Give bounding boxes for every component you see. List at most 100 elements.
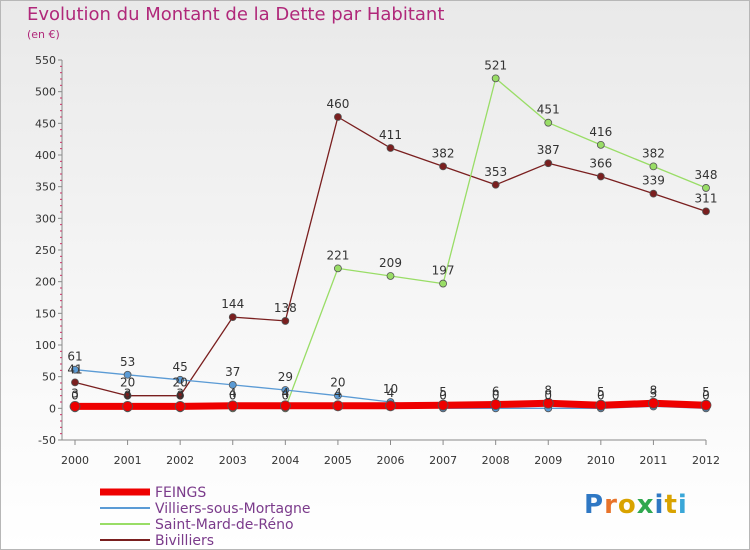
data-label: 221 bbox=[326, 248, 349, 262]
data-label: 382 bbox=[642, 146, 665, 160]
x-tick-label: 2000 bbox=[61, 454, 89, 467]
data-label: 348 bbox=[695, 168, 718, 182]
x-tick-label: 2005 bbox=[324, 454, 352, 467]
data-label: 138 bbox=[274, 301, 297, 315]
data-point bbox=[439, 162, 447, 171]
data-label: 144 bbox=[221, 297, 244, 311]
y-tick-label: 100 bbox=[35, 339, 56, 352]
data-label: 0 bbox=[702, 388, 710, 402]
data-label: 41 bbox=[67, 362, 82, 376]
data-label: 451 bbox=[537, 103, 560, 117]
data-point bbox=[228, 380, 237, 389]
data-point bbox=[281, 317, 290, 325]
data-point bbox=[385, 400, 396, 412]
logo-letter: t bbox=[664, 490, 678, 520]
data-point bbox=[491, 74, 500, 83]
data-point bbox=[542, 397, 554, 409]
y-tick-label: 200 bbox=[35, 276, 56, 289]
data-label: 521 bbox=[484, 58, 507, 72]
y-tick-label: 450 bbox=[35, 117, 56, 130]
legend-label: FEINGS bbox=[155, 485, 206, 501]
data-label: 0 bbox=[229, 388, 237, 402]
data-label: 0 bbox=[597, 388, 605, 402]
data-label: 460 bbox=[326, 97, 349, 111]
data-label: 353 bbox=[484, 165, 507, 179]
y-tick-label: 350 bbox=[35, 181, 56, 194]
data-label: 6 bbox=[492, 385, 500, 399]
data-label: 5 bbox=[597, 385, 605, 399]
data-point bbox=[700, 399, 712, 411]
data-label: 0 bbox=[439, 388, 447, 402]
data-label: 4 bbox=[334, 386, 342, 400]
data-label: 0 bbox=[544, 388, 552, 402]
logo-letter: i bbox=[677, 490, 688, 520]
data-label: 387 bbox=[537, 143, 560, 157]
data-label: 45 bbox=[173, 360, 188, 374]
data-point bbox=[71, 378, 79, 387]
data-label: 20 bbox=[120, 376, 135, 390]
data-label: 0 bbox=[492, 388, 500, 402]
data-label: 416 bbox=[589, 125, 612, 139]
data-point bbox=[544, 118, 553, 127]
data-point bbox=[71, 365, 79, 374]
data-label: 4 bbox=[387, 386, 395, 400]
x-tick-label: 2009 bbox=[534, 454, 562, 467]
data-point bbox=[123, 370, 132, 379]
proxiti-logo: Proxiti bbox=[584, 490, 688, 520]
data-point bbox=[334, 113, 342, 121]
data-label: 209 bbox=[379, 256, 402, 270]
y-tick-label: 50 bbox=[42, 371, 56, 384]
data-label: 366 bbox=[589, 157, 612, 171]
data-label: 197 bbox=[432, 264, 455, 278]
y-tick-label: 500 bbox=[35, 86, 56, 99]
y-tick-label: 300 bbox=[35, 212, 56, 225]
data-point bbox=[176, 391, 185, 400]
x-tick-label: 2003 bbox=[219, 454, 247, 467]
x-tick-label: 2007 bbox=[429, 454, 457, 467]
y-tick-label: 400 bbox=[35, 149, 56, 162]
data-point bbox=[490, 399, 502, 410]
data-label: 382 bbox=[432, 146, 455, 160]
data-point bbox=[69, 401, 81, 412]
data-point bbox=[122, 401, 133, 412]
data-label: 4 bbox=[282, 386, 290, 400]
data-label: 8 bbox=[544, 383, 552, 397]
y-tick-label: -50 bbox=[38, 434, 56, 447]
data-label: 8 bbox=[650, 383, 658, 397]
data-label: 3 bbox=[650, 386, 658, 400]
data-point bbox=[649, 162, 658, 171]
unit-label: (en €) bbox=[27, 28, 60, 41]
data-label: 20 bbox=[330, 376, 345, 390]
logo-letter: P bbox=[584, 490, 605, 520]
data-label: 0 bbox=[124, 388, 132, 402]
data-point bbox=[176, 375, 185, 384]
data-label: 3 bbox=[71, 386, 79, 400]
x-tick-label: 2004 bbox=[271, 454, 299, 467]
data-point bbox=[544, 159, 553, 168]
data-point bbox=[437, 399, 449, 411]
data-point bbox=[491, 180, 500, 189]
data-point bbox=[227, 400, 239, 412]
legend-label: Villiers-sous-Mortagne bbox=[155, 501, 310, 517]
data-point bbox=[174, 401, 186, 412]
y-tick-label: 150 bbox=[35, 307, 56, 320]
data-point bbox=[281, 386, 290, 394]
data-label: 3 bbox=[124, 386, 132, 400]
data-label: 339 bbox=[642, 174, 665, 188]
x-tick-label: 2012 bbox=[692, 454, 720, 467]
legend-label: Saint-Mard-de-Réno bbox=[155, 517, 294, 533]
data-point bbox=[595, 399, 607, 411]
x-tick-label: 2008 bbox=[482, 454, 510, 467]
data-point bbox=[596, 140, 605, 149]
data-point bbox=[386, 272, 395, 280]
data-label: 61 bbox=[67, 350, 82, 364]
data-label: 311 bbox=[695, 191, 718, 205]
data-point bbox=[228, 313, 237, 322]
legend: FEINGSVilliers-sous-MortagneSaint-Mard-d… bbox=[100, 485, 310, 549]
data-label: 0 bbox=[282, 388, 290, 402]
data-point bbox=[702, 184, 710, 192]
data-label: 0 bbox=[71, 388, 79, 402]
y-tick-label: 550 bbox=[35, 54, 56, 67]
